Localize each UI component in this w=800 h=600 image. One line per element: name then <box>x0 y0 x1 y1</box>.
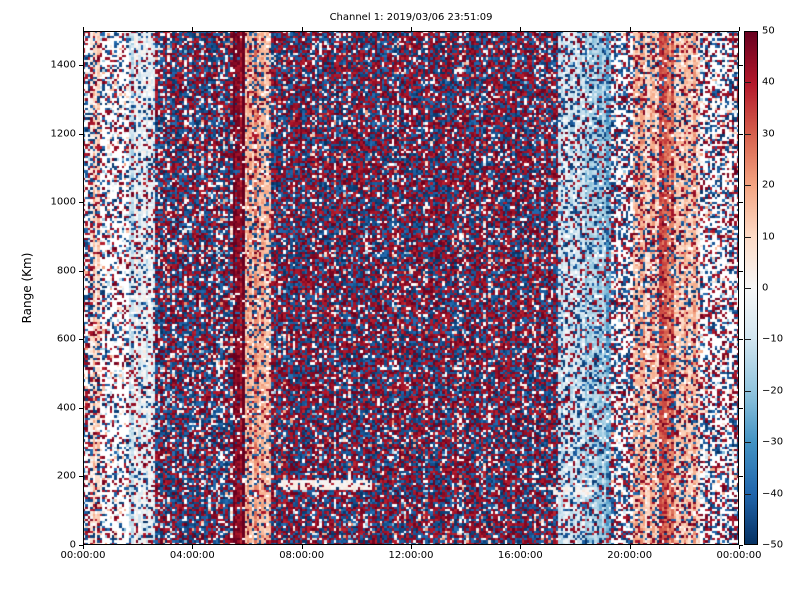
heatmap-canvas <box>83 31 739 545</box>
colorbar-tick-label: −50 <box>762 539 784 551</box>
y-tick-label: 1000 <box>50 196 76 208</box>
tick-mark <box>629 27 631 31</box>
tick-mark <box>79 202 83 204</box>
tick-mark <box>79 133 83 135</box>
tick-mark <box>192 27 194 31</box>
colorbar-tick-mark <box>744 133 751 135</box>
colorbar-tick-label: 10 <box>762 231 775 243</box>
tick-mark <box>739 339 743 341</box>
tick-mark <box>79 270 83 272</box>
colorbar-tick-mark <box>744 339 751 341</box>
colorbar-tick-mark <box>744 288 751 289</box>
plot-title: Channel 1: 2019/03/06 23:51:09 <box>329 12 493 23</box>
y-tick-label: 600 <box>56 333 76 345</box>
x-tick-label: 04:00:00 <box>169 550 215 561</box>
x-tick-label: 00:00:00 <box>716 550 762 561</box>
colorbar-tick-label: −20 <box>762 385 784 397</box>
tick-mark <box>739 202 743 204</box>
colorbar-tick-label: 20 <box>762 179 775 191</box>
colorbar-tick-label: 0 <box>762 282 769 294</box>
colorbar-tick-label: −40 <box>762 488 784 500</box>
tick-mark <box>79 476 83 478</box>
colorbar-tick-mark <box>744 236 751 238</box>
colorbar-tick-mark <box>744 493 751 495</box>
y-tick-label: 200 <box>56 470 76 482</box>
tick-mark <box>192 545 194 549</box>
y-tick-label: 1400 <box>50 59 76 71</box>
colorbar-tick-label: −30 <box>762 436 784 448</box>
tick-mark <box>520 27 522 31</box>
colorbar-tick-label: −10 <box>762 333 784 345</box>
tick-mark <box>739 27 740 31</box>
x-tick-label: 00:00:00 <box>60 550 106 561</box>
tick-mark <box>739 545 743 546</box>
tick-mark <box>83 27 84 31</box>
tick-mark <box>79 65 83 67</box>
y-axis-label: Range (Km) <box>20 252 34 324</box>
x-tick-label: 16:00:00 <box>497 550 543 561</box>
colorbar-tick-label: 30 <box>762 128 775 140</box>
colorbar-tick-mark <box>744 390 751 392</box>
tick-mark <box>83 545 84 549</box>
tick-mark <box>79 339 83 341</box>
tick-mark <box>411 27 412 31</box>
colorbar-tick-mark <box>744 82 751 84</box>
tick-mark <box>739 65 743 67</box>
tick-mark <box>739 270 743 272</box>
tick-mark <box>301 27 303 31</box>
y-tick-label: 0 <box>69 539 76 551</box>
colorbar-tick-mark <box>744 442 751 444</box>
y-tick-label: 1200 <box>50 128 76 140</box>
y-tick-label: 400 <box>56 402 76 414</box>
x-tick-label: 08:00:00 <box>279 550 325 561</box>
x-tick-label: 12:00:00 <box>388 550 434 561</box>
tick-mark <box>739 476 743 478</box>
colorbar-tick-mark <box>744 185 751 187</box>
tick-mark <box>739 545 740 549</box>
x-tick-label: 20:00:00 <box>607 550 653 561</box>
colorbar <box>744 31 758 545</box>
tick-mark <box>301 545 303 549</box>
tick-mark <box>79 407 83 409</box>
tick-mark <box>79 545 83 546</box>
tick-mark <box>739 133 743 135</box>
colorbar-tick-label: 40 <box>762 76 775 88</box>
tick-mark <box>629 545 631 549</box>
tick-mark <box>739 407 743 409</box>
colorbar-tick-label: 50 <box>762 25 775 37</box>
tick-mark <box>520 545 522 549</box>
tick-mark <box>411 545 412 549</box>
y-tick-label: 800 <box>56 265 76 277</box>
